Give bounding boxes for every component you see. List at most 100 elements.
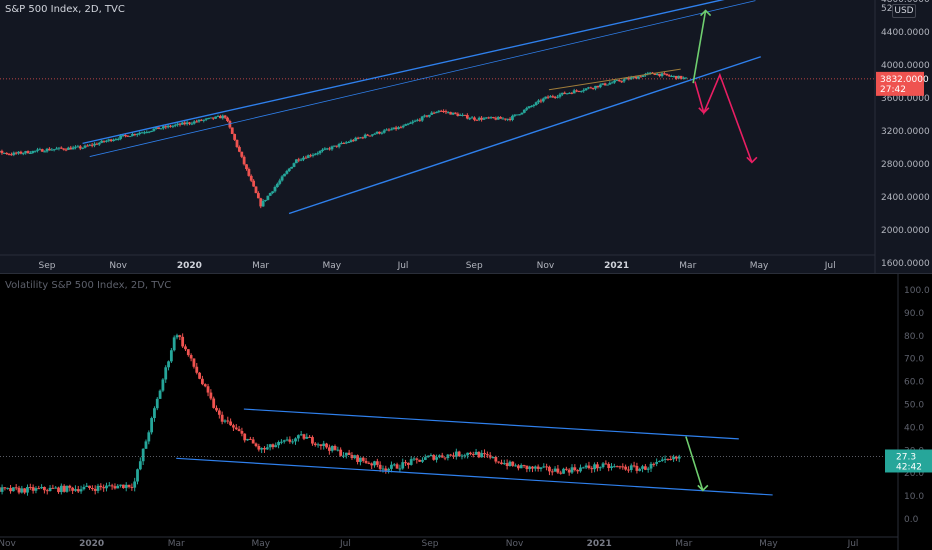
spx-wedge-top (548, 68, 681, 91)
candle-body (325, 148, 329, 150)
candle-body (88, 144, 92, 146)
candle-body (203, 384, 207, 387)
vix-pane[interactable]: 100.090.080.070.060.050.040.030.020.010.… (0, 274, 932, 550)
spx-title: S&P 500 Index, 2D, TVC (5, 4, 125, 15)
candle-body (465, 115, 469, 119)
candle-body (237, 146, 241, 152)
candle-body (344, 142, 348, 144)
candle-body (40, 149, 44, 152)
candle-body (517, 465, 520, 469)
candle-body (9, 487, 12, 492)
candle-body (624, 466, 628, 470)
candle-body (85, 485, 89, 487)
candle-body (178, 123, 182, 125)
candle-body (81, 147, 85, 149)
candle-body (45, 148, 49, 152)
vix-chart[interactable]: 100.090.080.070.060.050.040.030.020.010.… (0, 274, 932, 550)
candle-body (305, 436, 309, 439)
candle-body (356, 137, 360, 139)
candle-body (670, 76, 673, 78)
candle-body (332, 145, 336, 147)
candle-body (306, 155, 310, 159)
candle-body (292, 163, 296, 167)
candle-body (551, 96, 555, 98)
candle-body (190, 123, 194, 125)
candle-body (169, 125, 172, 127)
currency-button[interactable]: USD (892, 4, 916, 18)
candle-body (615, 80, 619, 82)
candle-body (620, 81, 624, 83)
spx-lower-channel (288, 56, 762, 215)
candle-body (192, 121, 196, 124)
candle-body (672, 456, 675, 460)
candle-body (57, 487, 60, 493)
candle-body (152, 128, 156, 131)
candle-body (296, 435, 300, 439)
candle-body (228, 120, 232, 128)
spx-red-arrow (694, 72, 753, 163)
candle-body (124, 484, 128, 489)
candle-body (658, 460, 661, 462)
candle-body (96, 485, 100, 491)
candle-body (90, 144, 94, 146)
candle-body (568, 92, 571, 94)
candle-body (575, 90, 578, 92)
candle-body (251, 439, 255, 444)
candle-body (497, 461, 501, 463)
candle-body (31, 150, 35, 153)
candle-body (349, 140, 353, 143)
spx-x-tick: Sep (39, 261, 56, 271)
spx-y-tick: 3600.0000 (881, 94, 930, 104)
candle-body (167, 361, 170, 368)
candle-body (90, 488, 94, 490)
candle-body (390, 464, 393, 469)
candle-body (109, 139, 113, 142)
candle-body (325, 443, 328, 448)
spx-pane[interactable]: 52 4800.0000 4400.0000 4000.0000 3600.0000 32… (0, 0, 932, 274)
candle-body (299, 434, 303, 436)
candle-body (223, 420, 227, 422)
candle-body (579, 91, 583, 93)
candle-body (444, 111, 448, 113)
candle-body (641, 466, 644, 469)
candle-body (273, 187, 277, 192)
candle-body (446, 112, 450, 114)
candle-body (252, 180, 256, 187)
candle-body (666, 458, 670, 460)
candle-body (610, 466, 613, 469)
candle-body (195, 121, 199, 123)
candle-body (394, 127, 398, 130)
candle-body (6, 487, 10, 489)
candle-body (525, 108, 529, 110)
candle-body (513, 114, 517, 116)
candle-body (636, 76, 640, 79)
candle-body (421, 459, 424, 462)
candle-body (188, 122, 191, 124)
candle-body (416, 119, 419, 121)
spx-green-arrow (692, 10, 707, 84)
candle-body (116, 485, 120, 489)
candle-body (463, 114, 467, 116)
candle-body (133, 133, 137, 135)
candle-body (351, 140, 355, 142)
candle-body (682, 77, 685, 79)
candle-body (211, 117, 215, 119)
candle-body (11, 487, 15, 492)
candle-body (638, 468, 642, 471)
candle-body (508, 118, 512, 120)
candle-body (86, 145, 89, 147)
candle-body (36, 149, 39, 151)
candle-body (316, 153, 320, 155)
candle-body (347, 142, 351, 144)
candle-body (536, 466, 540, 469)
candle-body (28, 487, 32, 489)
candle-body (215, 407, 218, 411)
candle-body (612, 466, 616, 468)
candle-body (102, 140, 106, 142)
candle-body (684, 77, 688, 79)
candle-body (514, 465, 517, 467)
candle-body (10, 154, 13, 156)
candle-body (155, 398, 159, 409)
candle-body (367, 462, 371, 464)
